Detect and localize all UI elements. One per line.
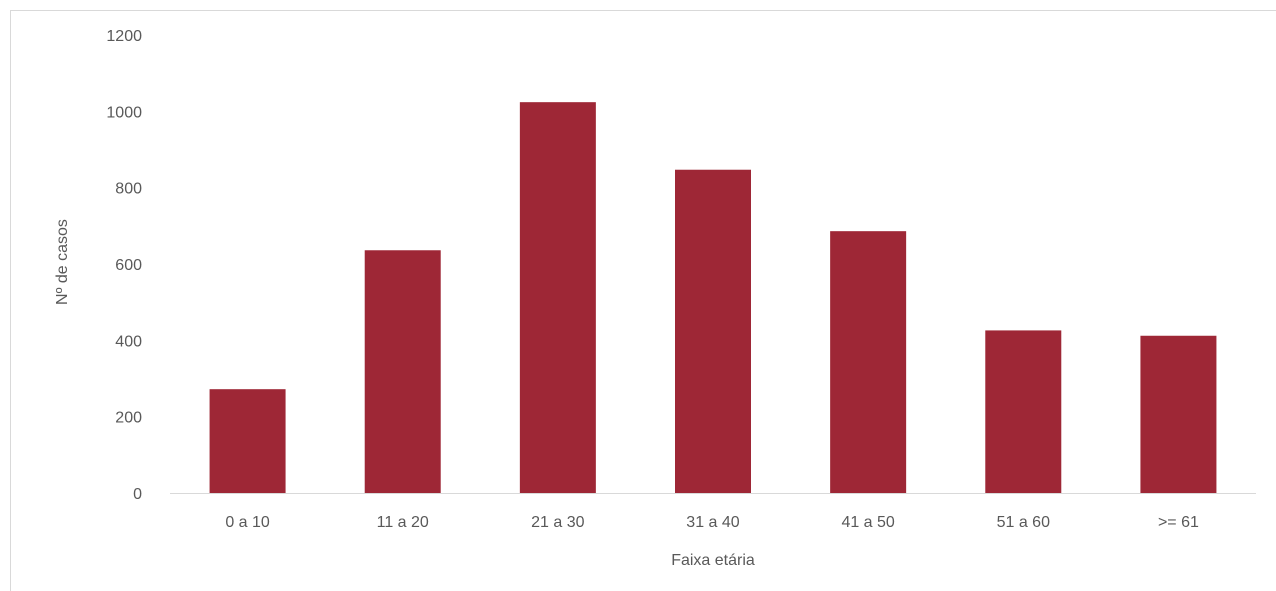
y-tick-label: 1200 [106, 28, 142, 45]
bar [1140, 335, 1217, 493]
y-axis-title: Nº de casos [54, 219, 71, 305]
x-axis-title: Faixa etária [671, 552, 755, 569]
y-tick-label: 0 [133, 486, 142, 503]
bar [209, 389, 286, 493]
chart-frame [10, 10, 1276, 591]
x-axis-ticks: 0 a 10 11 a 20 21 a 30 31 a 40 41 a 50 51 a 6… [225, 514, 1199, 531]
x-tick-label: 21 a 30 [531, 514, 584, 531]
y-tick-label: 200 [115, 410, 142, 427]
y-tick-label: 800 [115, 181, 142, 198]
bars [209, 102, 1217, 493]
x-tick-label: 31 a 40 [686, 514, 739, 531]
bar [364, 250, 441, 493]
x-tick-label: 11 a 20 [377, 514, 429, 531]
x-tick-label: 0 a 10 [225, 514, 270, 531]
bar [830, 231, 907, 493]
bar [985, 330, 1062, 493]
y-axis-ticks: 0 200 400 600 800 1000 1200 [106, 28, 142, 503]
y-tick-label: 600 [115, 257, 142, 274]
x-tick-label: >= 61 [1158, 514, 1199, 531]
y-tick-label: 1000 [106, 104, 142, 121]
x-tick-label: 51 a 60 [997, 514, 1050, 531]
bar [519, 102, 596, 493]
x-tick-label: 41 a 50 [841, 514, 894, 531]
y-tick-label: 400 [115, 333, 142, 350]
bar [675, 169, 751, 493]
